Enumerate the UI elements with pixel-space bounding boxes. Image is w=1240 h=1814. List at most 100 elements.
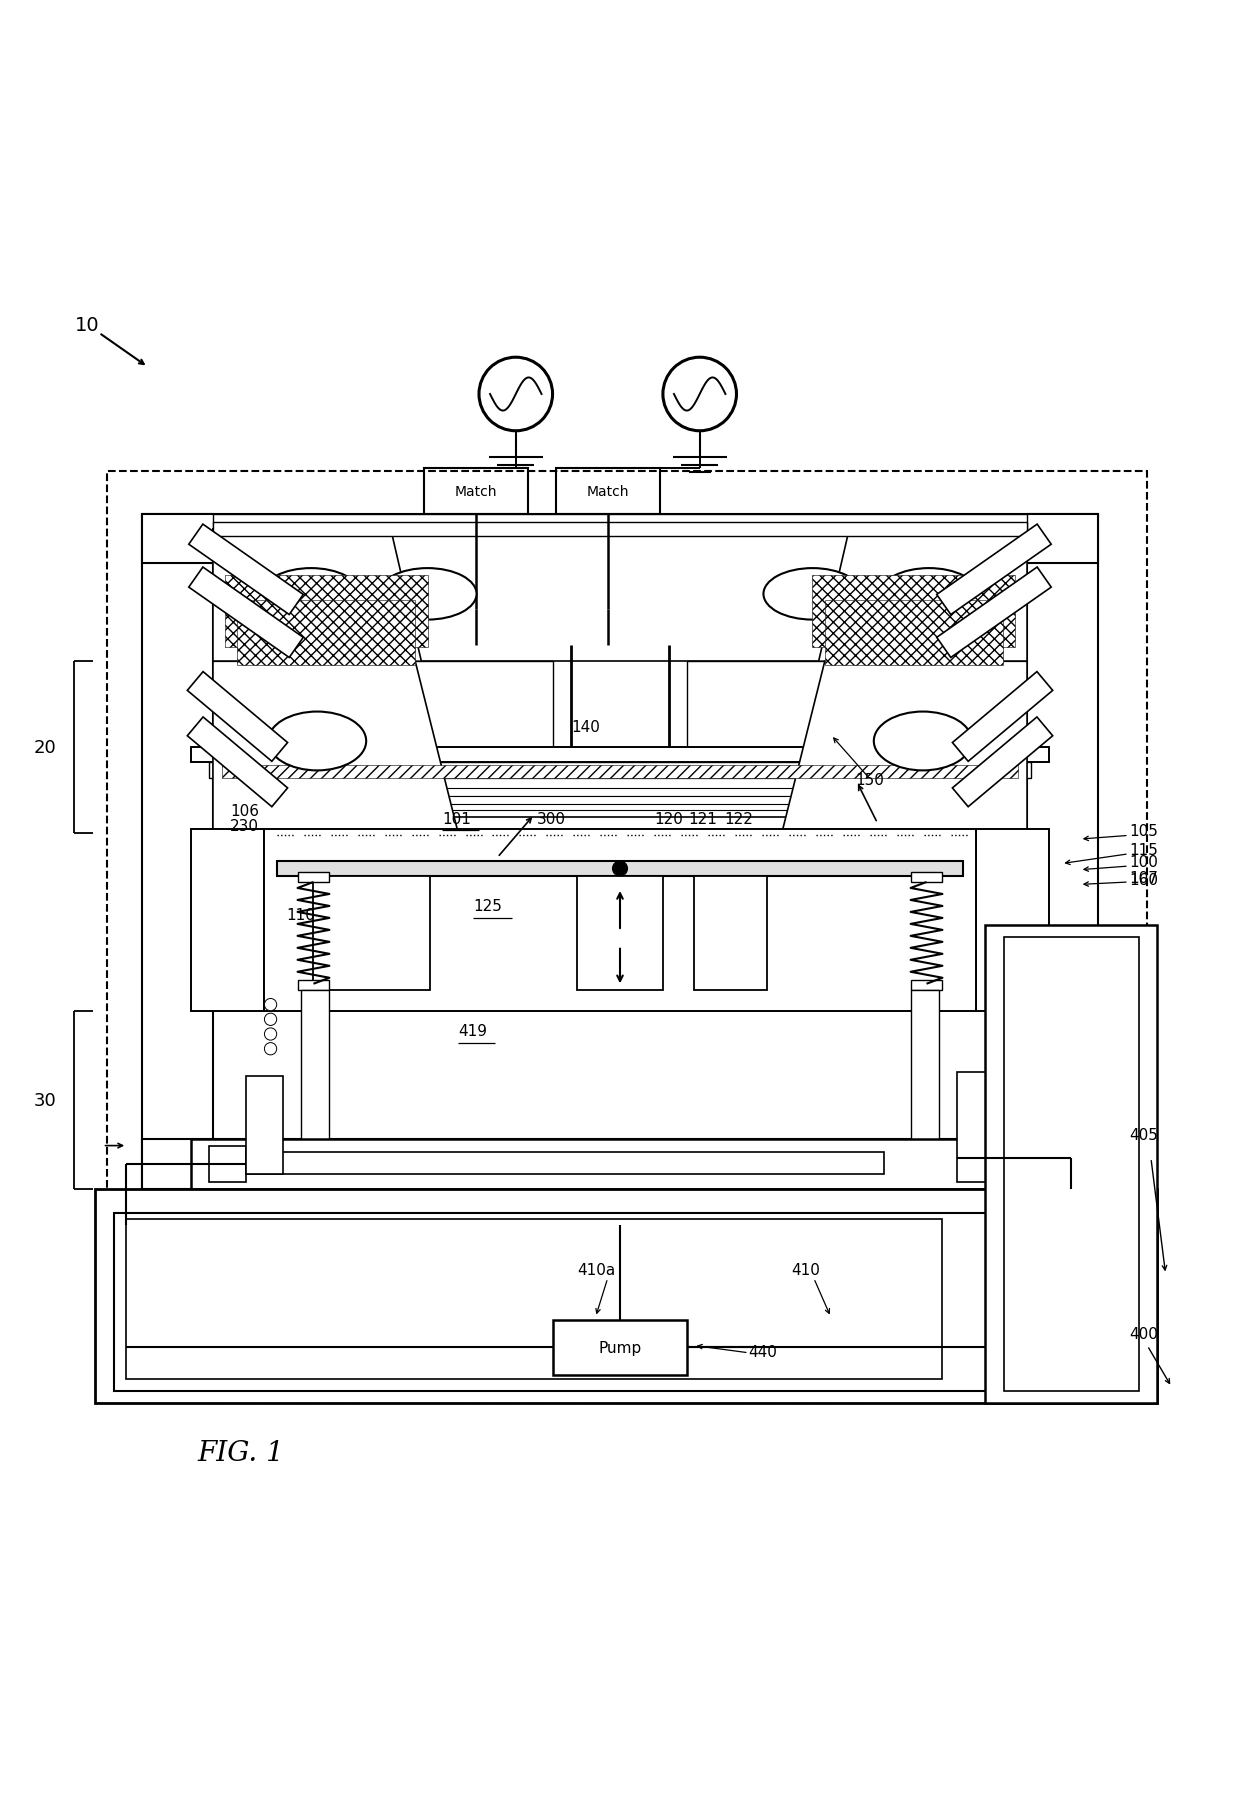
Bar xyxy=(277,862,963,876)
Bar xyxy=(952,673,1053,762)
Bar xyxy=(952,718,1053,807)
Bar xyxy=(553,1321,687,1375)
Polygon shape xyxy=(213,662,458,833)
Bar xyxy=(608,764,622,795)
Circle shape xyxy=(264,1029,277,1041)
Bar xyxy=(693,876,768,990)
Ellipse shape xyxy=(764,570,862,620)
Bar xyxy=(910,873,942,882)
Ellipse shape xyxy=(378,570,476,620)
Text: 400: 400 xyxy=(1128,1326,1158,1341)
Text: 107: 107 xyxy=(1128,871,1158,885)
Text: 30: 30 xyxy=(33,1090,56,1108)
Bar xyxy=(301,990,330,1143)
Text: 110: 110 xyxy=(286,907,315,922)
Bar xyxy=(627,764,642,795)
Text: 410a: 410a xyxy=(577,1263,615,1277)
Bar xyxy=(598,764,613,795)
Text: Match: Match xyxy=(455,484,497,499)
Bar xyxy=(191,829,264,1010)
Circle shape xyxy=(264,1000,277,1010)
Text: 122: 122 xyxy=(724,811,753,827)
Bar xyxy=(226,811,1014,818)
Text: 121: 121 xyxy=(688,811,718,827)
Bar xyxy=(1003,938,1138,1391)
Text: 300: 300 xyxy=(537,811,565,827)
Bar xyxy=(210,762,1030,778)
Bar xyxy=(618,764,632,795)
Text: 100: 100 xyxy=(1128,854,1158,869)
Bar xyxy=(314,876,430,990)
Bar xyxy=(298,873,330,882)
Bar xyxy=(424,468,528,515)
Ellipse shape xyxy=(262,570,360,620)
Bar xyxy=(95,1188,1157,1404)
Bar xyxy=(577,876,663,990)
Bar xyxy=(687,662,985,760)
Text: 410: 410 xyxy=(791,1263,821,1277)
Bar xyxy=(141,515,213,1188)
Circle shape xyxy=(613,862,627,876)
Text: FIG. 1: FIG. 1 xyxy=(197,1439,284,1466)
Text: 10: 10 xyxy=(74,316,99,334)
Text: 405: 405 xyxy=(1128,1128,1158,1143)
Bar xyxy=(114,1214,1138,1391)
Text: 101: 101 xyxy=(443,811,471,827)
Circle shape xyxy=(264,1014,277,1027)
Bar xyxy=(226,796,1014,805)
Bar xyxy=(141,515,1099,564)
Bar xyxy=(222,778,1018,791)
Bar xyxy=(222,766,1018,778)
Bar xyxy=(1027,515,1099,1188)
Bar xyxy=(213,522,1027,537)
Bar xyxy=(226,804,1014,813)
Bar xyxy=(226,535,1014,546)
Bar xyxy=(255,662,553,760)
Text: 120: 120 xyxy=(655,811,683,827)
Bar xyxy=(213,564,1027,1139)
Circle shape xyxy=(264,1043,277,1056)
Bar xyxy=(188,568,304,658)
Text: 230: 230 xyxy=(231,820,259,834)
Bar xyxy=(957,1072,994,1183)
Text: 105: 105 xyxy=(1128,824,1158,838)
Bar xyxy=(246,1152,884,1174)
Bar xyxy=(187,673,288,762)
Text: 20: 20 xyxy=(33,738,56,756)
Circle shape xyxy=(663,357,737,432)
Text: 106: 106 xyxy=(231,804,259,818)
Text: 115: 115 xyxy=(1128,842,1158,858)
Bar xyxy=(108,472,1147,1404)
Text: 140: 140 xyxy=(570,720,600,735)
Text: 160: 160 xyxy=(1128,873,1158,887)
Bar xyxy=(226,818,1014,833)
Bar xyxy=(226,577,428,648)
Bar xyxy=(210,1146,246,1183)
Bar xyxy=(557,468,661,515)
Bar xyxy=(298,981,330,990)
Text: Pump: Pump xyxy=(599,1341,641,1355)
Bar xyxy=(910,990,939,1143)
Text: 440: 440 xyxy=(749,1344,777,1360)
Bar xyxy=(237,600,415,666)
Polygon shape xyxy=(818,530,1027,662)
Bar xyxy=(213,515,1027,530)
Bar xyxy=(213,530,1027,662)
Text: 125: 125 xyxy=(472,898,502,914)
Bar xyxy=(936,524,1052,615)
Bar xyxy=(191,747,1049,762)
Bar xyxy=(986,925,1157,1404)
Bar xyxy=(812,577,1014,648)
Text: Match: Match xyxy=(587,484,630,499)
Bar xyxy=(936,568,1052,658)
Polygon shape xyxy=(213,530,422,662)
Text: 419: 419 xyxy=(458,1023,487,1039)
Bar xyxy=(825,600,1003,666)
Circle shape xyxy=(479,357,553,432)
Ellipse shape xyxy=(880,570,978,620)
Bar xyxy=(126,1219,942,1379)
Bar xyxy=(976,829,1049,1010)
Bar xyxy=(236,550,1004,557)
Bar xyxy=(264,829,976,1010)
Bar xyxy=(191,1139,1049,1188)
